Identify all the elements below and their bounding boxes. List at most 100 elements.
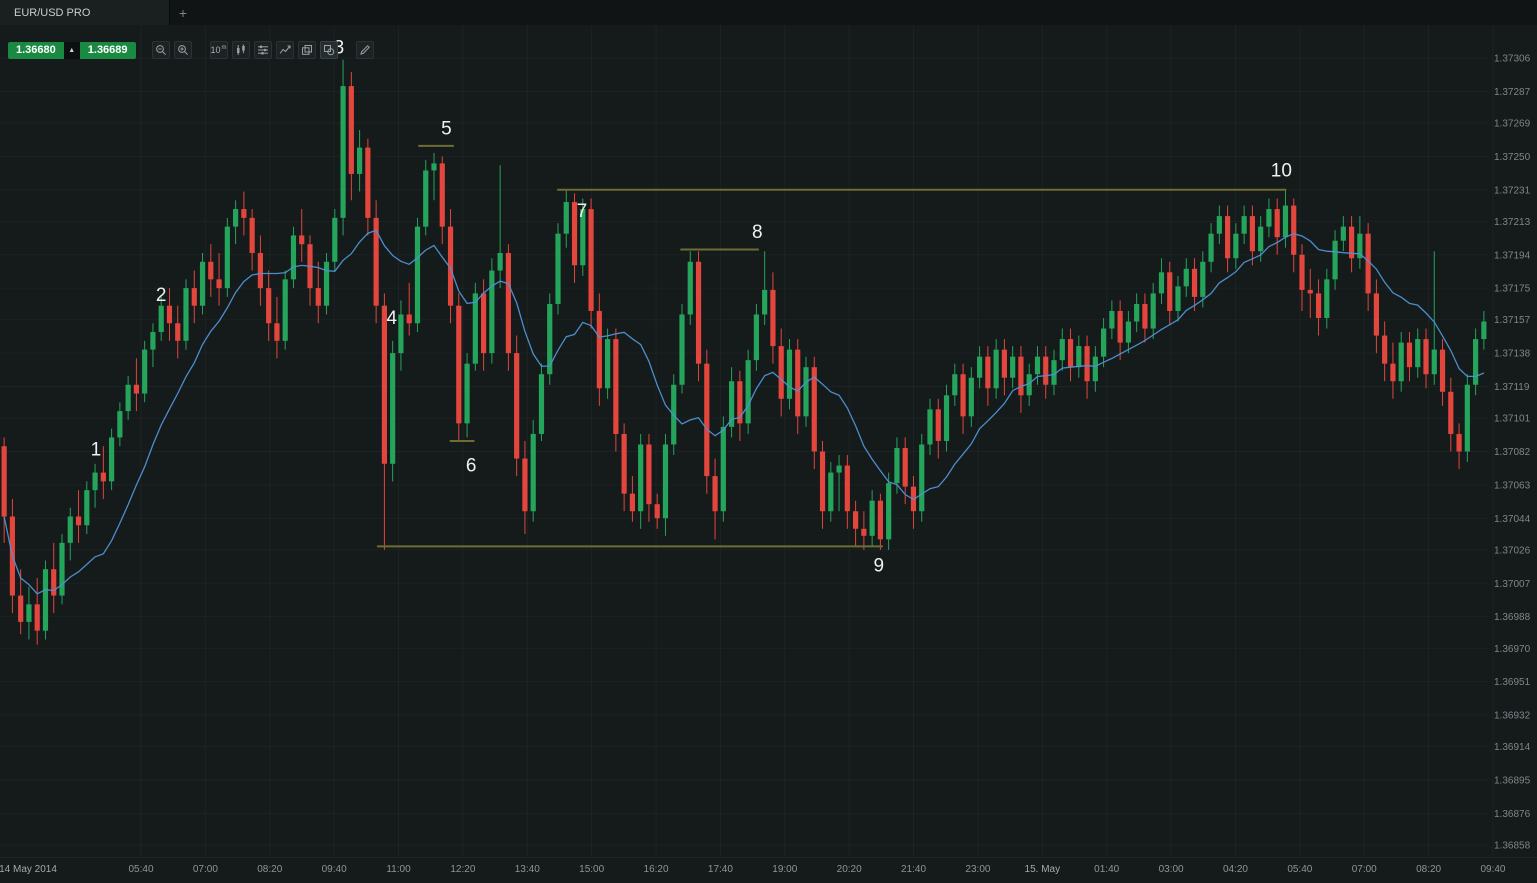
annotation-number-1[interactable]: 1 xyxy=(91,440,102,461)
candle-body xyxy=(522,458,528,512)
time-axis-label: 07:00 xyxy=(192,864,218,875)
candle-body xyxy=(348,86,354,174)
price-axis-label: 1.37194 xyxy=(1494,250,1531,261)
candle-body xyxy=(1125,321,1131,343)
quote-widget[interactable]: 1.36680 ▲ 1.36689 xyxy=(8,41,136,59)
candle-body xyxy=(75,516,82,526)
candle-body xyxy=(34,604,40,631)
candle-body xyxy=(1051,360,1057,385)
candle-body xyxy=(836,465,842,473)
gridlines xyxy=(0,25,1493,858)
candle-body xyxy=(828,472,834,512)
tab-eurusd-pro[interactable]: EUR/USD PRO xyxy=(0,0,170,25)
zoom-out-button[interactable] xyxy=(151,41,170,59)
candlestick-chart[interactable]: 1 2 3 4 5 6 7 8 9 10 1.373061.372871.372691.372501… xyxy=(0,25,1537,858)
price-axis[interactable]: 1.37306 1.37287 1.37269 1.37250 1.37231 1.372… xyxy=(1494,54,1531,852)
annotation-number-9[interactable]: 9 xyxy=(873,556,884,577)
candle-body xyxy=(1,446,7,517)
candle-body xyxy=(993,349,999,389)
candle-body xyxy=(538,374,545,434)
time-axis-label: 13:40 xyxy=(514,864,540,875)
candle-body xyxy=(42,569,49,631)
candle-body xyxy=(1117,310,1123,343)
candle-body xyxy=(1274,209,1280,238)
candle-body xyxy=(1307,289,1313,294)
candle-body xyxy=(266,288,272,324)
time-axis-label: 08:20 xyxy=(1416,864,1442,875)
time-axis-label: 03:00 xyxy=(1158,864,1184,875)
candle-body xyxy=(390,353,396,464)
new-tab-button[interactable]: + xyxy=(170,0,196,25)
edit-button[interactable] xyxy=(355,41,374,59)
annotation-number-3[interactable]: 3 xyxy=(334,37,345,58)
drawn-levels xyxy=(376,144,1287,548)
candle-body xyxy=(497,252,503,271)
candle-body xyxy=(100,472,106,482)
annotation-number-6[interactable]: 6 xyxy=(466,456,477,477)
candle-body xyxy=(580,209,586,266)
time-axis-label: 20:20 xyxy=(836,864,862,875)
candle-body xyxy=(290,235,297,280)
candle-body xyxy=(1282,205,1289,238)
tab-label: EUR/USD PRO xyxy=(14,6,91,19)
candle-body xyxy=(175,323,181,341)
price-axis-label: 1.37306 xyxy=(1494,54,1531,65)
copy-icon xyxy=(301,44,313,56)
time-axis-label: 15. May xyxy=(1024,864,1061,875)
candle-body xyxy=(1423,339,1429,375)
candle-body xyxy=(927,409,933,445)
time-axis-label: 09:40 xyxy=(321,864,347,875)
chart-type-button[interactable] xyxy=(231,41,250,59)
candle-body xyxy=(654,504,660,519)
chart-toolbar: 1.36680 ▲ 1.36689 10m xyxy=(8,41,378,59)
annotation-number-7[interactable]: 7 xyxy=(577,201,588,222)
time-axis-label: 14 May 2014 xyxy=(0,864,57,875)
candle-body xyxy=(125,384,131,412)
candle-body xyxy=(985,356,991,389)
candle-body xyxy=(142,349,148,394)
candle-body xyxy=(1448,391,1454,434)
candle-body xyxy=(1324,279,1330,318)
candle-body xyxy=(191,288,197,306)
drawing-tools-button[interactable] xyxy=(319,41,338,59)
time-axis[interactable]: 14 May 2014 05:40 07:00 08:20 09:40 11:00 12:2… xyxy=(0,857,1537,883)
candle-body xyxy=(233,209,239,227)
price-direction-up-icon: ▲ xyxy=(63,41,80,59)
annotation-number-8[interactable]: 8 xyxy=(752,222,763,243)
candle-body xyxy=(1183,268,1189,287)
price-axis-label: 1.37213 xyxy=(1494,217,1531,228)
zoom-in-button[interactable] xyxy=(173,41,192,59)
magnifier-minus-icon xyxy=(155,44,167,56)
candle-body xyxy=(59,542,65,596)
candle-body xyxy=(712,476,718,512)
annotation-number-5[interactable]: 5 xyxy=(441,118,452,139)
candle-body xyxy=(729,381,735,427)
candle-body xyxy=(26,604,32,622)
candle-body xyxy=(1059,339,1065,361)
timeframe-button[interactable]: 10m xyxy=(209,41,228,59)
candle-body xyxy=(704,363,710,477)
duplicate-chart-button[interactable] xyxy=(297,41,316,59)
time-axis-label: 12:20 xyxy=(450,864,476,875)
price-axis-label: 1.36970 xyxy=(1494,644,1531,655)
chart-area[interactable]: 1 2 3 4 5 6 7 8 9 10 1.37306 1.37287 1.37269 1.37250 1… xyxy=(0,25,1537,858)
candle-body xyxy=(952,374,958,396)
annotation-number-4[interactable]: 4 xyxy=(387,308,398,329)
candle-body xyxy=(406,314,412,324)
candle-body xyxy=(596,310,602,389)
time-axis-label: 04:20 xyxy=(1222,864,1248,875)
candle-body xyxy=(1373,293,1379,336)
annotation-number-10[interactable]: 10 xyxy=(1271,160,1292,181)
time-axis-label: 09:40 xyxy=(1480,864,1506,875)
candle-body xyxy=(720,426,726,512)
bid-price[interactable]: 1.36680 xyxy=(8,41,64,59)
line-chart-icon xyxy=(279,44,291,56)
candle-body xyxy=(853,511,859,529)
candle-body xyxy=(1241,216,1247,234)
chart-mode-button[interactable] xyxy=(275,41,294,59)
ask-price[interactable]: 1.36689 xyxy=(79,41,136,59)
price-axis-label: 1.36876 xyxy=(1494,809,1531,820)
price-axis-label: 1.37026 xyxy=(1494,545,1531,556)
annotation-number-2[interactable]: 2 xyxy=(156,285,167,306)
indicators-button[interactable] xyxy=(253,41,272,59)
